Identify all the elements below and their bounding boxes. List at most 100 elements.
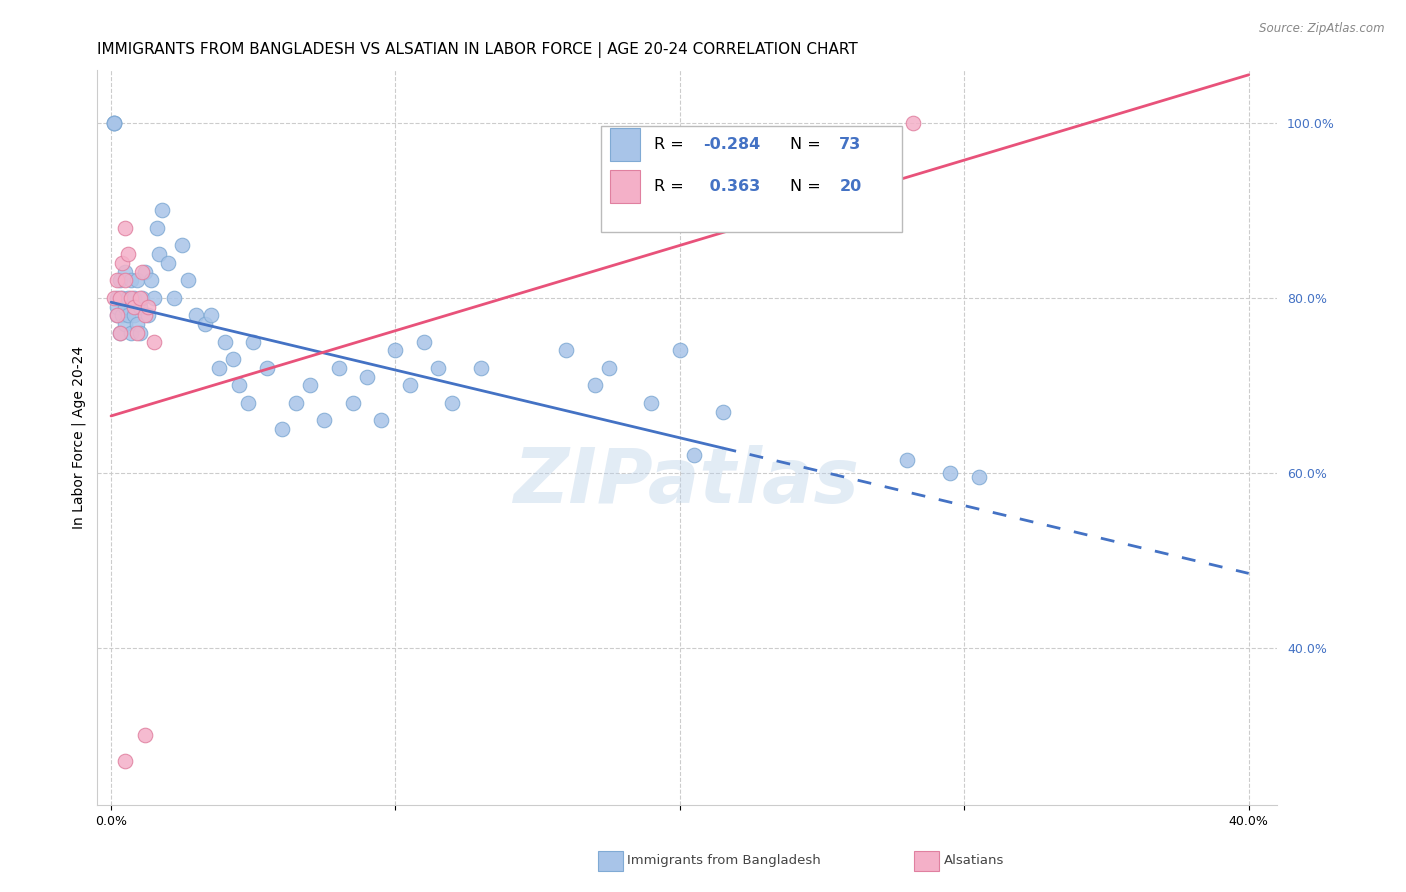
Text: IMMIGRANTS FROM BANGLADESH VS ALSATIAN IN LABOR FORCE | AGE 20-24 CORRELATION CH: IMMIGRANTS FROM BANGLADESH VS ALSATIAN I… — [97, 42, 858, 58]
Point — [145, 220, 167, 235]
Point — [194, 317, 217, 331]
Point — [200, 309, 222, 323]
FancyBboxPatch shape — [600, 126, 901, 232]
Point — [214, 334, 236, 349]
Text: ZIPatlas: ZIPatlas — [515, 445, 860, 519]
Point — [105, 273, 128, 287]
Point — [640, 396, 662, 410]
Bar — [610, 128, 640, 161]
Bar — [610, 169, 640, 202]
Point — [111, 291, 134, 305]
Point — [441, 396, 464, 410]
Point — [242, 334, 264, 349]
Point — [125, 273, 148, 287]
Point — [114, 755, 136, 769]
Text: -0.284: -0.284 — [703, 136, 761, 152]
Point — [117, 309, 139, 323]
Point — [114, 300, 136, 314]
Point — [122, 300, 145, 314]
Point — [105, 291, 128, 305]
Point — [222, 352, 245, 367]
Point — [583, 378, 606, 392]
Text: 73: 73 — [839, 136, 862, 152]
Point — [108, 326, 131, 340]
Point — [427, 360, 450, 375]
Point — [108, 273, 131, 287]
Text: R =: R = — [654, 178, 689, 194]
Text: Immigrants from Bangladesh: Immigrants from Bangladesh — [627, 855, 821, 867]
Point — [108, 291, 131, 305]
Point — [117, 247, 139, 261]
Point — [314, 413, 336, 427]
Point — [120, 291, 142, 305]
Point — [186, 309, 208, 323]
Point — [284, 396, 307, 410]
Point — [125, 326, 148, 340]
Point — [270, 422, 292, 436]
Point — [122, 309, 145, 323]
Point — [103, 116, 125, 130]
Point — [342, 396, 364, 410]
Point — [131, 291, 153, 305]
Point — [384, 343, 406, 358]
Point — [105, 309, 128, 323]
Point — [555, 343, 578, 358]
Point — [105, 300, 128, 314]
Text: N =: N = — [790, 136, 825, 152]
Text: 20: 20 — [839, 178, 862, 194]
Text: Alsatians: Alsatians — [943, 855, 1004, 867]
Point — [896, 452, 918, 467]
Point — [142, 334, 165, 349]
Point — [134, 309, 156, 323]
Point — [683, 448, 706, 462]
Point — [120, 273, 142, 287]
Text: R =: R = — [654, 136, 689, 152]
Point — [105, 309, 128, 323]
Point — [901, 116, 924, 130]
Point — [156, 256, 179, 270]
Point — [131, 265, 153, 279]
Point — [172, 238, 194, 252]
Point — [120, 326, 142, 340]
Point — [470, 360, 492, 375]
Point — [398, 378, 420, 392]
Point — [114, 265, 136, 279]
Point — [299, 378, 322, 392]
Point — [236, 396, 259, 410]
Point — [134, 728, 156, 742]
Text: N =: N = — [790, 178, 825, 194]
Point — [256, 360, 278, 375]
Point — [128, 326, 150, 340]
Point — [103, 116, 125, 130]
Point — [370, 413, 392, 427]
Point — [114, 317, 136, 331]
Point — [669, 343, 692, 358]
Text: 0.363: 0.363 — [703, 178, 759, 194]
Point — [114, 273, 136, 287]
Point — [228, 378, 250, 392]
Point — [117, 291, 139, 305]
Point — [148, 247, 170, 261]
Point — [356, 369, 378, 384]
Point — [114, 220, 136, 235]
Point — [208, 360, 231, 375]
Point — [136, 300, 159, 314]
Y-axis label: In Labor Force | Age 20-24: In Labor Force | Age 20-24 — [72, 346, 86, 529]
Point — [136, 309, 159, 323]
Point — [967, 470, 990, 484]
Point — [122, 291, 145, 305]
Point — [111, 309, 134, 323]
Point — [328, 360, 350, 375]
Point — [134, 265, 156, 279]
Point — [142, 291, 165, 305]
Point — [598, 360, 620, 375]
Point — [108, 326, 131, 340]
Point — [711, 404, 734, 418]
Point — [139, 273, 162, 287]
Point — [150, 203, 173, 218]
Point — [128, 291, 150, 305]
Point — [103, 291, 125, 305]
Point — [128, 300, 150, 314]
Point — [111, 256, 134, 270]
Point — [103, 116, 125, 130]
